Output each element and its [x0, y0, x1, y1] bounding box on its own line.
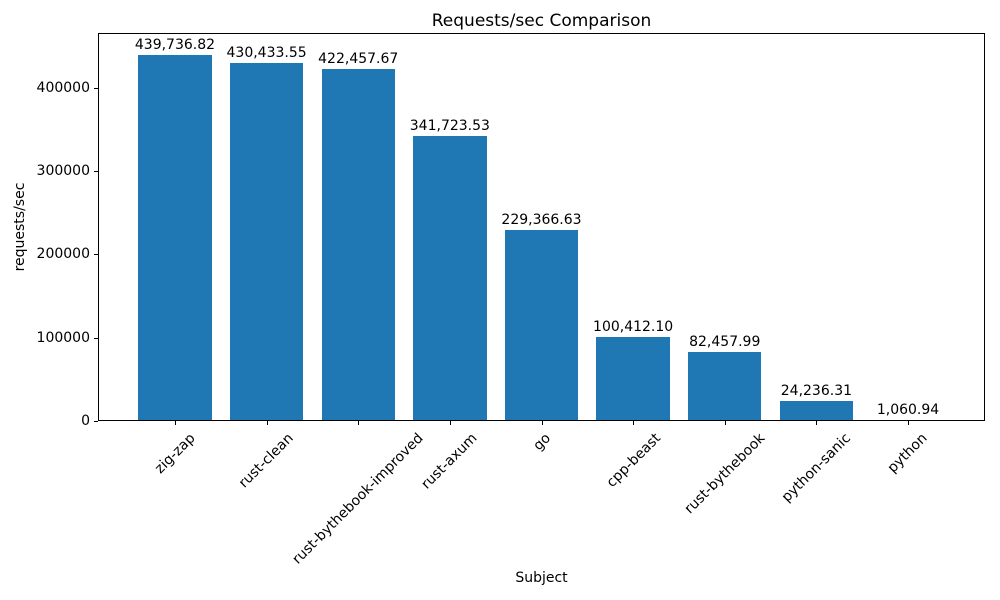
x-axis-tick: [816, 421, 818, 425]
plot-area: 439,736.82 430,433.55 422,457.67 341,723.53…: [98, 33, 985, 421]
y-axis-tick: [94, 337, 98, 339]
bar-python-sanic: [779, 401, 854, 421]
y-axis-tick: [94, 171, 98, 173]
x-axis-tick: [908, 421, 910, 425]
y-axis-tick: [94, 421, 98, 422]
x-axis-tick: [266, 421, 268, 425]
y-axis-tick: [94, 254, 98, 256]
x-axis-tick: [174, 421, 176, 425]
x-tick-label-go: go: [529, 430, 554, 454]
bar-value-label: 1,060.94: [876, 402, 940, 418]
bar-value-label: 82,457.99: [689, 334, 761, 350]
x-axis-tick: [449, 421, 451, 425]
bar-go: [504, 230, 579, 421]
bar-rust-clean: [229, 63, 304, 421]
bar-rust-axum: [413, 136, 487, 421]
x-axis-label: Subject: [515, 570, 568, 586]
y-axis-tick: [94, 87, 98, 89]
x-tick-label-python: python: [885, 430, 931, 477]
bar-value-label: 24,236.31: [780, 383, 853, 399]
y-tick-label: 200000: [36, 246, 90, 263]
x-tick-label-python-sanic: python-sanic: [779, 430, 855, 506]
y-tick-label: 400000: [36, 79, 90, 96]
bar-value-label: 229,366.63: [501, 212, 582, 228]
bar-value-label: 100,412.10: [593, 319, 674, 335]
x-axis-tick: [633, 421, 635, 425]
y-tick-label: 100000: [36, 329, 90, 346]
x-tick-label-cpp-beast: cpp-beast: [603, 430, 664, 491]
x-axis-tick: [541, 421, 543, 425]
bar-rust-bythebook: [688, 352, 762, 421]
x-tick-label-rust-axum: rust-axum: [418, 430, 481, 493]
x-axis-tick: [358, 421, 360, 425]
chart-title: Requests/sec Comparison: [431, 11, 652, 31]
x-tick-label-zig-zap: zig-zap: [151, 430, 199, 477]
bar-zig-zap: [138, 55, 212, 421]
x-tick-label-rust-clean: rust-clean: [236, 430, 298, 492]
bar-value-label: 430,433.55: [226, 45, 307, 61]
x-axis-tick: [724, 421, 726, 425]
bar-value-label: 422,457.67: [318, 51, 399, 67]
bar-value-label: 439,736.82: [134, 37, 216, 53]
bar-rust-bythebook-improved: [321, 69, 395, 421]
y-tick-label: 0: [81, 413, 90, 429]
x-tick-label-rust-bythebook-improved: rust-bythebook-improved: [289, 430, 427, 568]
y-tick-label: 300000: [36, 163, 90, 180]
bar-cpp-beast: [596, 337, 670, 421]
x-tick-label-rust-bythebook: rust-bythebook: [681, 430, 768, 518]
bar-value-label: 341,723.53: [409, 118, 490, 134]
